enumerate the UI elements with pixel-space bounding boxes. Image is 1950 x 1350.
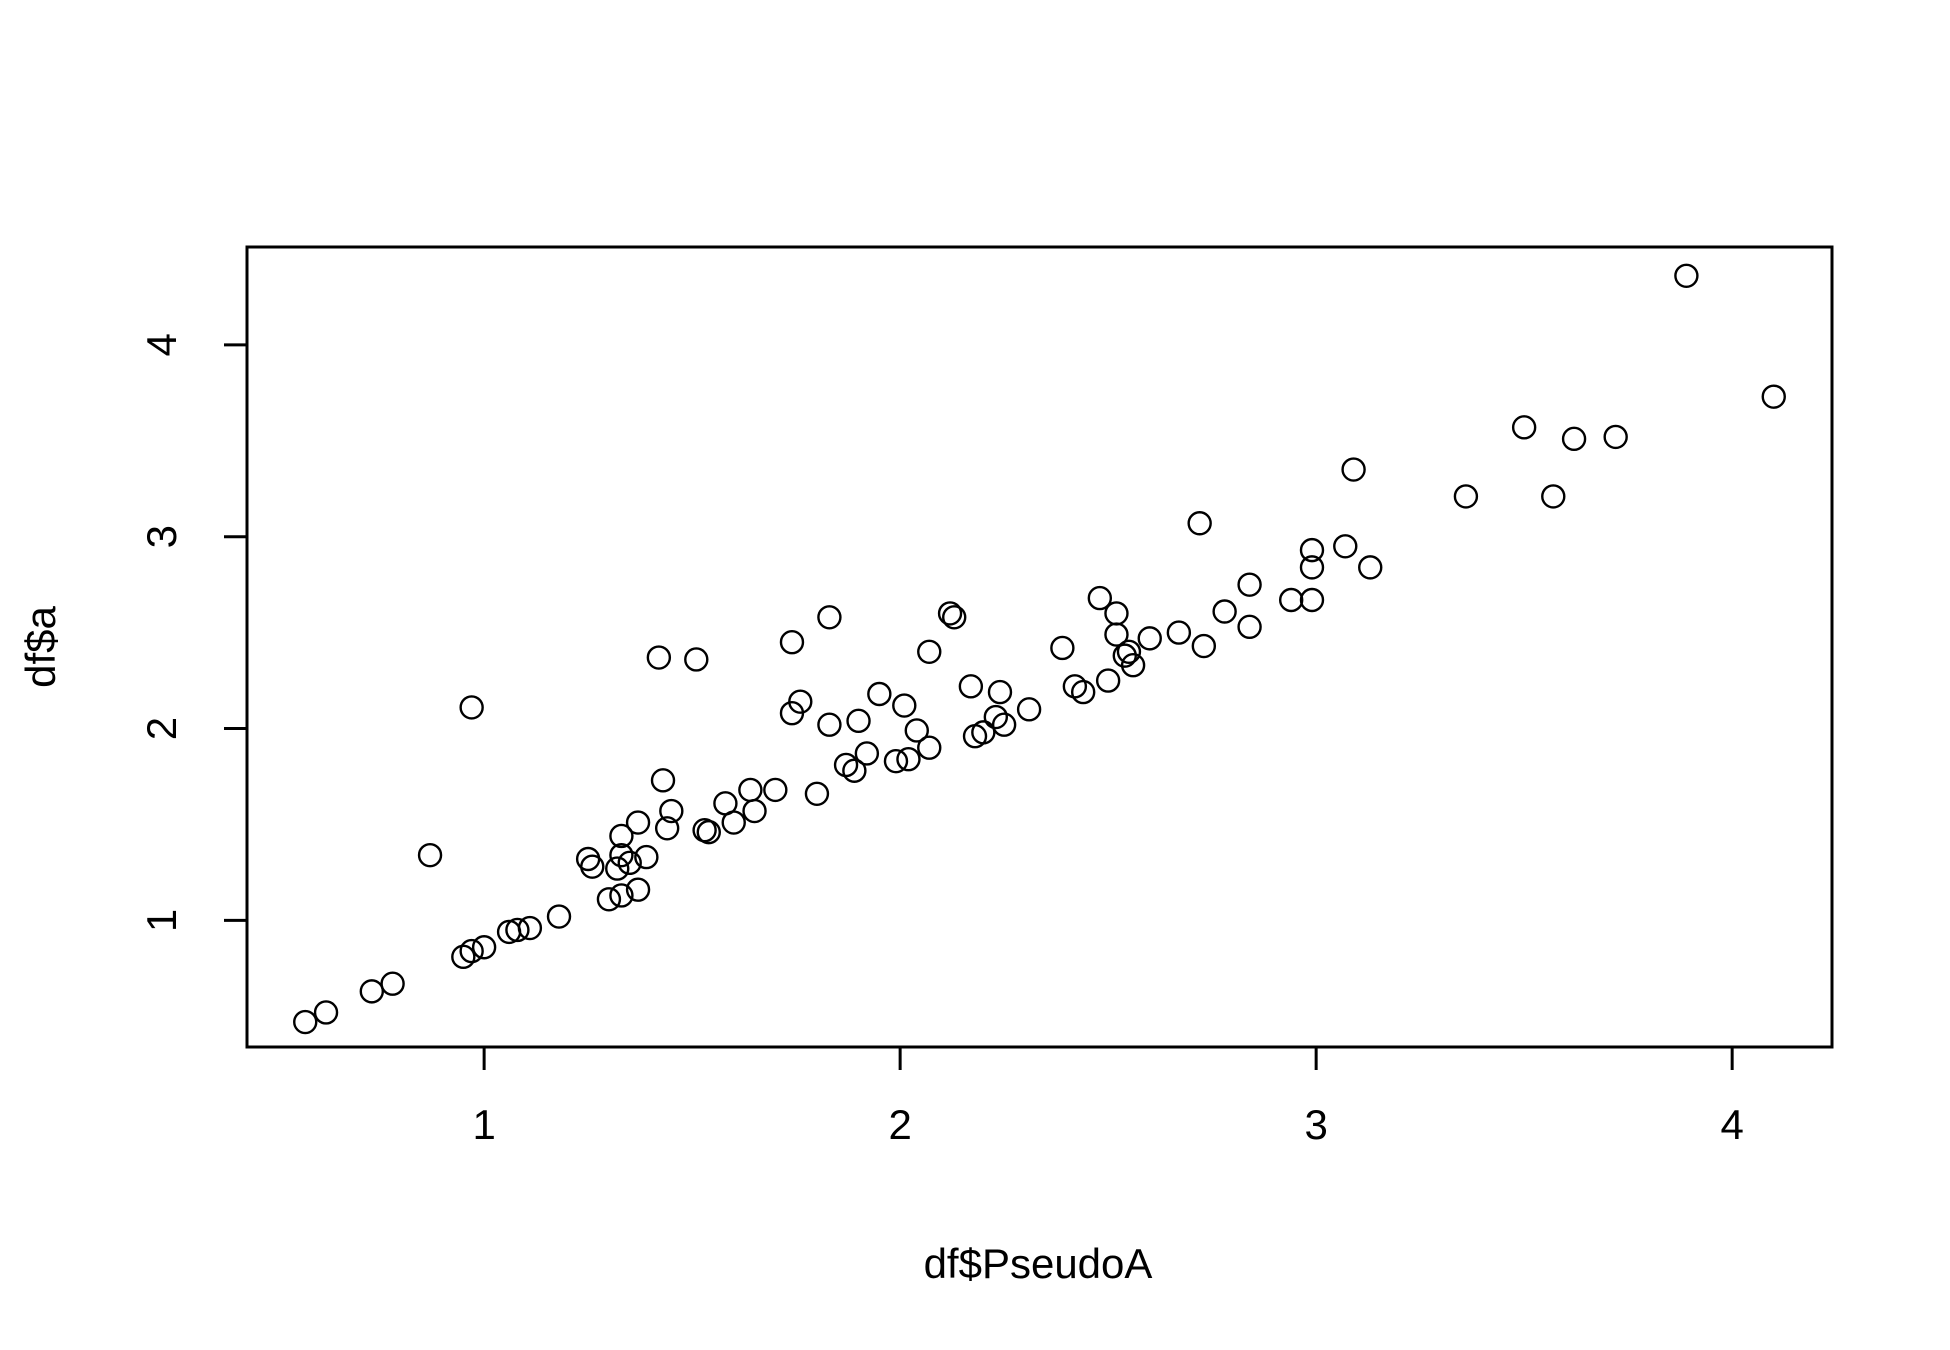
data-point: [1237, 572, 1262, 597]
data-point: [650, 768, 676, 793]
data-point: [867, 681, 892, 707]
data-point: [892, 693, 917, 718]
data-point: [505, 917, 530, 943]
data-point: [1761, 384, 1786, 409]
y-tick-label: 2: [138, 717, 185, 740]
data-point: [1278, 587, 1304, 613]
data-point: [738, 777, 763, 803]
x-tick-label: 1: [472, 1101, 495, 1148]
data-point: [517, 915, 543, 941]
data-point: [1674, 263, 1699, 288]
data-point: [293, 1009, 318, 1035]
data-point: [646, 645, 672, 670]
data-point: [546, 904, 572, 929]
data-point: [1016, 697, 1042, 722]
data-point: [1299, 587, 1325, 613]
x-axis-title: df$PseudoA: [924, 1240, 1153, 1287]
data-point: [917, 735, 942, 760]
data-point: [1137, 626, 1162, 651]
data-point: [1104, 601, 1129, 626]
y-axis: 1 2 3 4: [138, 333, 249, 932]
data-point: [654, 816, 680, 841]
data-point: [742, 798, 767, 824]
data-point: [684, 647, 709, 672]
data-point: [721, 810, 746, 835]
data-point: [609, 883, 634, 908]
data-point: [1299, 537, 1325, 563]
data-point: [804, 781, 830, 806]
data-point: [459, 695, 484, 720]
data-point: [1070, 679, 1096, 705]
data-point: [1299, 555, 1325, 580]
data-point: [596, 887, 622, 912]
data-point: [1603, 424, 1628, 450]
data-point: [1541, 484, 1566, 509]
data-point: [991, 712, 1017, 737]
x-tick-label: 4: [1720, 1101, 1743, 1148]
data-point: [1212, 599, 1237, 624]
data-point: [904, 718, 929, 743]
data-point: [380, 971, 405, 996]
data-point: [958, 674, 984, 699]
data-point: [971, 720, 996, 745]
data-point: [1187, 511, 1212, 536]
data-point: [1191, 633, 1217, 659]
data-point: [854, 741, 880, 766]
plot-frame: [245, 245, 1834, 1049]
x-axis: 1 2 3 4: [472, 1045, 1744, 1148]
data-point: [417, 842, 443, 868]
y-tick-label: 3: [138, 525, 185, 548]
y-tick-label: 4: [138, 333, 185, 356]
data-point: [788, 689, 813, 714]
data-point: [763, 777, 788, 803]
data-point: [609, 823, 634, 849]
data-point: [779, 630, 805, 655]
data-point: [625, 810, 651, 835]
data-point: [942, 605, 967, 630]
data-point: [983, 704, 1009, 730]
data-point: [987, 679, 1013, 705]
data-point: [659, 798, 684, 824]
x-tick-label: 2: [888, 1101, 911, 1148]
data-point: [1333, 534, 1358, 559]
data-point: [1116, 639, 1142, 664]
data-point: [846, 708, 871, 734]
data-point: [1511, 415, 1537, 440]
data-point: [634, 844, 659, 870]
data-point: [1453, 484, 1479, 509]
data-point: [817, 605, 842, 630]
data-point: [1561, 426, 1587, 452]
x-tick-label: 3: [1304, 1101, 1327, 1148]
data-point: [1358, 555, 1383, 580]
data-point: [359, 979, 385, 1004]
data-point: [896, 747, 921, 772]
data-point: [842, 758, 867, 783]
data-point: [459, 938, 484, 964]
data-point: [1087, 585, 1113, 611]
data-point: [313, 1000, 339, 1025]
data-point: [609, 842, 634, 868]
data-point: [696, 819, 721, 845]
data-points: [293, 263, 1786, 1035]
data-point: [1104, 622, 1129, 647]
y-axis-title: df$a: [17, 605, 64, 687]
data-point: [937, 601, 963, 626]
data-point: [1120, 653, 1146, 678]
data-point: [1237, 614, 1262, 640]
data-point: [1166, 620, 1192, 645]
data-point: [1095, 668, 1121, 693]
data-point: [617, 850, 642, 876]
y-tick-label: 1: [138, 909, 185, 932]
data-point: [1341, 457, 1366, 482]
data-point: [883, 748, 909, 774]
data-point: [917, 639, 942, 664]
data-point: [817, 712, 842, 737]
data-point: [580, 854, 605, 879]
data-point: [471, 935, 497, 960]
data-point: [605, 856, 630, 881]
data-point: [625, 877, 651, 902]
data-point: [1050, 635, 1075, 661]
